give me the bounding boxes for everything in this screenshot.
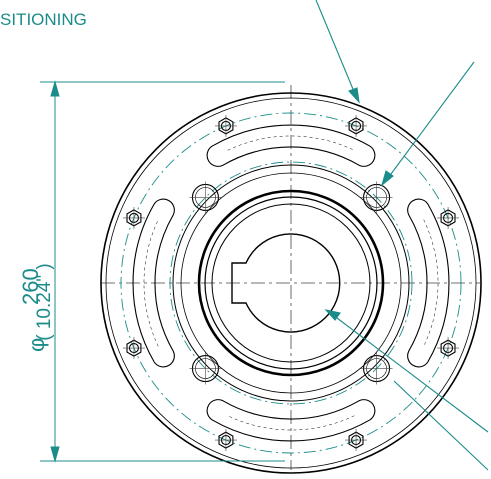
inner-hole-2 xyxy=(189,352,222,385)
lobes xyxy=(132,124,450,442)
hub-rings xyxy=(172,164,410,402)
dimension-value-inch: ( 10.24" ) xyxy=(34,263,55,341)
bolt-4 xyxy=(122,337,145,360)
bore xyxy=(231,233,341,333)
inner-hole-4 xyxy=(360,181,393,214)
bolt-3 xyxy=(214,429,237,452)
lobe-4 xyxy=(206,124,376,167)
inner-holes xyxy=(189,181,393,385)
bolt-1 xyxy=(437,337,460,360)
positioning-label: SITIONING xyxy=(0,10,87,29)
center-lines xyxy=(101,85,480,470)
lobe-2 xyxy=(206,399,376,442)
dimension-value-mm: 260 xyxy=(18,268,43,305)
dimension-lines xyxy=(40,80,285,463)
bolt-8 xyxy=(437,206,460,229)
bolt-5 xyxy=(122,206,145,229)
dimension-phi: φ xyxy=(24,338,49,352)
outer-flange xyxy=(100,92,482,474)
bolt-7 xyxy=(345,114,368,137)
bolt-circles xyxy=(120,112,462,454)
bolt-2 xyxy=(345,429,368,452)
inner-hole-1 xyxy=(360,352,393,385)
inner-hole-3 xyxy=(189,181,222,214)
outer-bolts xyxy=(122,114,460,452)
lobe-3 xyxy=(132,198,175,368)
lobe-1 xyxy=(407,198,450,368)
leader-lines xyxy=(315,0,489,471)
bolt-6 xyxy=(214,114,237,137)
